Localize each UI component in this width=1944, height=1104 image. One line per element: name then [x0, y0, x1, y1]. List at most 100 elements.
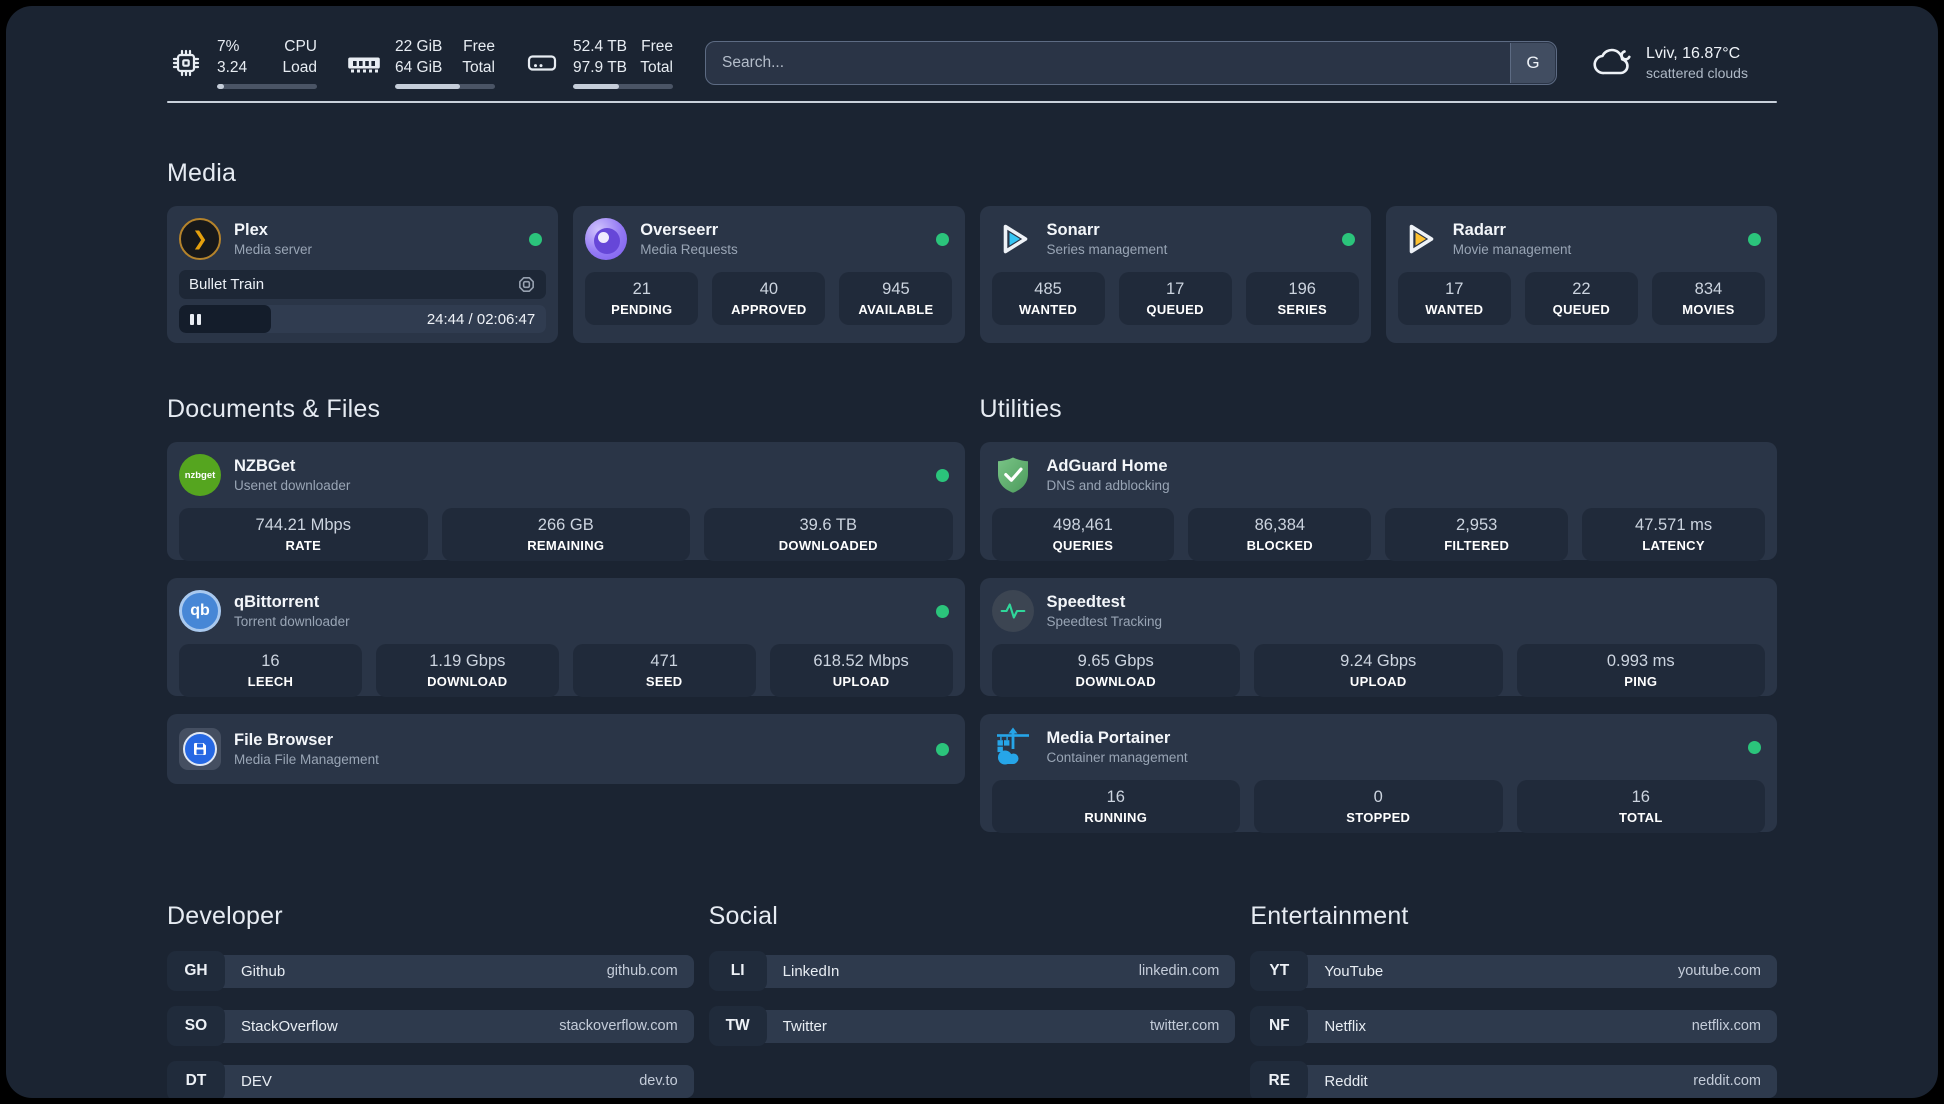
ram-free-label: Free — [463, 38, 495, 56]
stat-label: DOWNLOADED — [778, 538, 878, 553]
section-title-entertainment: Entertainment — [1250, 902, 1409, 930]
card-qbittorrent[interactable]: qb qBittorrent Torrent downloader 16 LEE… — [167, 578, 965, 697]
card-plex[interactable]: ❯ Plex Media server Bullet Train — [167, 206, 559, 343]
stat-tile: 834 MOVIES — [1651, 272, 1765, 325]
portainer-icon — [992, 726, 1034, 768]
disk-progress-bar — [573, 83, 673, 89]
card-overseerr[interactable]: Overseerr Media Requests 21 PENDING 40 A… — [573, 206, 965, 343]
now-playing-row: Bullet Train — [179, 270, 547, 299]
stat-label: AVAILABLE — [858, 302, 934, 317]
stat-value: 1.19 Gbps — [429, 652, 506, 670]
stat-label: DOWNLOAD — [427, 674, 508, 689]
bookmark-url: twitter.com — [1150, 1018, 1220, 1034]
ram-total-value: 64 GiB — [395, 58, 443, 76]
bookmark-abbr: RE — [1250, 1061, 1309, 1098]
top-bar: 7% 3.24 CPU Load — [167, 36, 1777, 90]
bookmark-abbr: TW — [708, 1006, 767, 1046]
app-subtitle: Movie management — [1452, 242, 1572, 257]
section-title-media: Media — [167, 159, 237, 187]
stat-label: REMAINING — [527, 538, 605, 553]
app-name: qBittorrent — [234, 593, 320, 611]
app-subtitle: Media File Management — [234, 752, 379, 767]
card-nzbget[interactable]: nzbget NZBGet Usenet downloader 744.21 M… — [167, 442, 965, 561]
nzbget-icon: nzbget — [179, 454, 221, 496]
disk-free-value: 52.4 TB — [573, 38, 628, 56]
app-subtitle: Media server — [234, 242, 313, 257]
stat-tile: 618.52 Mbps UPLOAD — [769, 644, 953, 697]
search-engine-button[interactable]: G — [1510, 43, 1555, 83]
bookmark-name: StackOverflow — [241, 1017, 338, 1035]
bookmark-youtube[interactable]: YT YouTube youtube.com — [1250, 951, 1777, 991]
section-title-utilities: Utilities — [979, 395, 1062, 423]
weather-condition: scattered clouds — [1646, 65, 1748, 81]
bookmark-dev[interactable]: DT DEV dev.to — [167, 1061, 694, 1098]
stat-tile: 744.21 Mbps RATE — [179, 508, 428, 561]
stat-label: LATENCY — [1642, 538, 1705, 553]
bookmark-github[interactable]: GH Github github.com — [167, 951, 694, 991]
stat-value: 2,953 — [1456, 516, 1498, 534]
stat-value: 196 — [1288, 280, 1316, 298]
ram-progress-bar — [395, 83, 495, 89]
stat-tile: 47.571 ms LATENCY — [1582, 508, 1765, 561]
app-subtitle: Torrent downloader — [234, 614, 350, 629]
stat-label: UPLOAD — [1349, 674, 1407, 689]
bookmark-twitter[interactable]: TW Twitter twitter.com — [708, 1006, 1236, 1046]
search-input[interactable] — [705, 41, 1557, 85]
stat-value: 86,384 — [1254, 516, 1306, 534]
stat-label: WANTED — [1018, 302, 1078, 317]
status-online-dot — [935, 232, 949, 246]
stat-tile: 196 SERIES — [1245, 272, 1359, 325]
stat-label: SERIES — [1277, 302, 1327, 317]
card-filebrowser[interactable]: File Browser Media File Management — [167, 714, 965, 784]
disk-total-label: Total — [640, 58, 673, 76]
adguard-icon — [992, 454, 1034, 496]
card-adguard[interactable]: AdGuard Home DNS and adblocking 498,461 … — [979, 442, 1777, 561]
bookmark-netflix[interactable]: NF Netflix netflix.com — [1250, 1006, 1777, 1046]
stat-value: 16 — [1631, 788, 1650, 806]
card-portainer[interactable]: Media Portainer Container management 16 … — [979, 714, 1777, 833]
stat-value: 0 — [1373, 788, 1383, 806]
stat-label: BLOCKED — [1246, 538, 1313, 553]
now-playing-title: Bullet Train — [189, 276, 265, 293]
bookmark-stackoverflow[interactable]: SO StackOverflow stackoverflow.com — [167, 1006, 694, 1046]
playback-progress-bar[interactable]: 24:44 / 02:06:47 — [179, 305, 547, 333]
section-title-social: Social — [708, 902, 778, 930]
bookmark-url: github.com — [606, 963, 678, 979]
status-online-dot — [529, 232, 543, 246]
disk-widget: 52.4 TB 97.9 TB Free Total — [523, 37, 673, 89]
app-name: Overseerr — [640, 221, 719, 239]
ram-icon — [345, 44, 383, 82]
weather-location-temp: Lviv, 16.87°C — [1646, 45, 1741, 62]
stat-value: 498,461 — [1053, 516, 1113, 534]
stat-tile: 0.993 ms PING — [1516, 644, 1765, 697]
pause-icon[interactable] — [190, 313, 201, 325]
card-speedtest[interactable]: Speedtest Speedtest Tracking 9.65 Gbps D… — [979, 578, 1777, 697]
speedtest-icon — [991, 590, 1034, 632]
disk-icon — [523, 44, 561, 82]
stat-value: 485 — [1034, 280, 1062, 298]
stat-tile: 0 STOPPED — [1254, 780, 1503, 833]
stat-tile: 21 PENDING — [585, 272, 699, 325]
section-title-developer: Developer — [167, 902, 283, 930]
stat-tile: 1.19 Gbps DOWNLOAD — [375, 644, 559, 697]
app-name: Media Portainer — [1046, 729, 1171, 747]
card-radarr[interactable]: Radarr Movie management 17 WANTED 22 QUE… — [1385, 206, 1777, 343]
ram-widget: 22 GiB 64 GiB Free Total — [345, 37, 495, 89]
cpu-load-label: Load — [282, 58, 317, 76]
bookmark-url: linkedin.com — [1138, 963, 1220, 979]
app-name: Speedtest — [1046, 593, 1126, 611]
stat-value: 22 — [1572, 280, 1591, 298]
bookmark-url: reddit.com — [1693, 1073, 1761, 1089]
bookmark-reddit[interactable]: RE Reddit reddit.com — [1250, 1061, 1777, 1098]
stat-label: QUERIES — [1052, 538, 1114, 553]
stat-tile: 471 SEED — [572, 644, 756, 697]
bookmark-linkedin[interactable]: LI LinkedIn linkedin.com — [708, 951, 1236, 991]
status-online-dot — [935, 742, 949, 756]
app-name: Radarr — [1452, 221, 1506, 239]
stat-value: 21 — [632, 280, 651, 298]
bookmark-abbr: LI — [708, 951, 767, 991]
app-subtitle: Speedtest Tracking — [1046, 614, 1163, 629]
session-icon — [517, 275, 536, 294]
app-subtitle: Usenet downloader — [234, 478, 351, 493]
card-sonarr[interactable]: Sonarr Series management 485 WANTED 17 Q… — [979, 206, 1371, 343]
